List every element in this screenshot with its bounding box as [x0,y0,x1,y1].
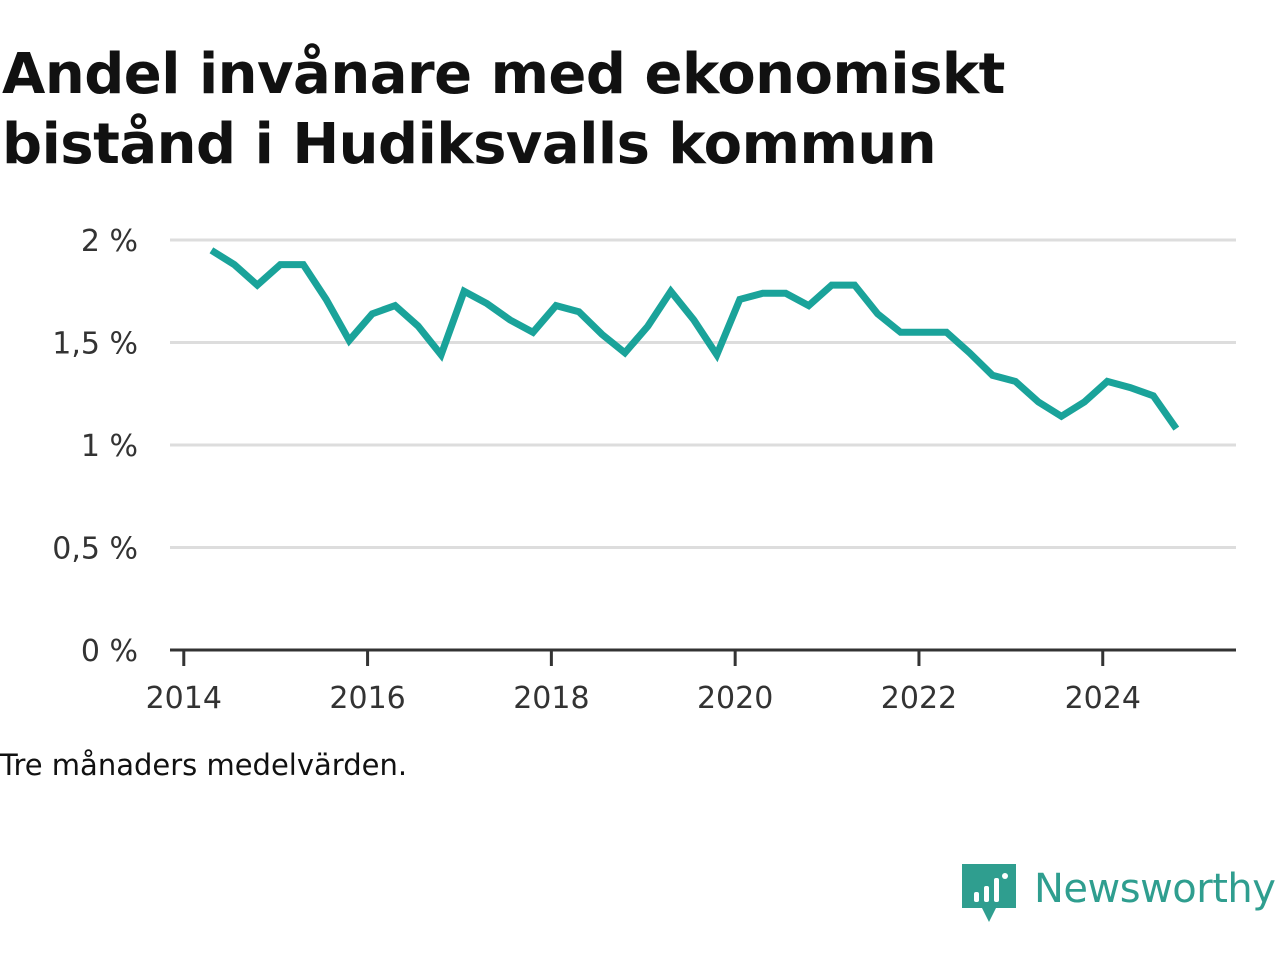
y-axis-labels: 0 % 0,5 % 1 % 1,5 % 2 % [52,224,138,669]
chart-title: Andel invånare med ekonomiskt bistånd i … [2,42,1005,177]
chart-note: Tre månaders medelvärden. [0,748,408,782]
gridlines [170,238,1236,549]
x-tick-label: 2024 [1065,681,1141,716]
x-tick-label: 2014 [146,681,222,716]
x-axis-labels: 2014 2016 2018 2020 2022 2024 [146,681,1141,716]
y-tick-label: 2 % [81,224,138,259]
newsworthy-logo-icon [962,864,1016,922]
y-tick-label: 0,5 % [52,532,138,567]
series-layer [209,247,1180,431]
x-tick-label: 2022 [881,681,957,716]
brand-logo[interactable]: Newsworthy [962,864,1276,928]
x-tick-label: 2020 [697,681,773,716]
x-tick-label: 2018 [513,681,589,716]
brand-name: Newsworthy [1034,866,1276,912]
y-tick-label: 1 % [81,429,138,464]
y-tick-label: 0 % [81,634,138,669]
y-tick-label: 1,5 % [52,327,138,362]
series-line [209,247,1180,431]
x-tick-label: 2016 [329,681,405,716]
x-axis [170,648,1236,666]
